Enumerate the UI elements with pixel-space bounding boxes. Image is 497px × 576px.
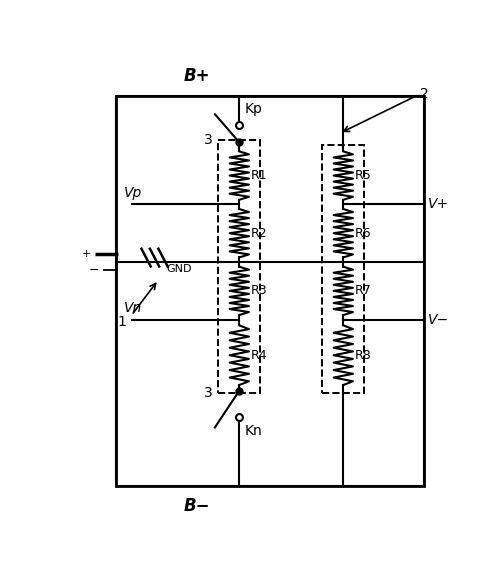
Text: R4: R4 [251,348,267,362]
Text: V−: V− [428,313,449,327]
Text: R6: R6 [355,227,371,240]
Text: R8: R8 [355,348,372,362]
Bar [218,140,260,393]
Text: Kn: Kn [245,424,263,438]
Text: Vp: Vp [124,186,142,200]
Text: −: − [88,264,99,276]
Text: Kp: Kp [245,102,263,116]
Text: 1: 1 [117,315,126,329]
Text: R7: R7 [355,285,372,297]
Text: 2: 2 [420,86,429,101]
Text: R2: R2 [251,227,267,240]
Text: Vn: Vn [124,301,142,315]
Text: GND: GND [166,264,192,274]
Bar [322,145,364,393]
Text: 3: 3 [204,386,212,400]
Text: +: + [82,249,91,259]
Text: B+: B+ [184,67,210,85]
Text: R1: R1 [251,169,267,182]
Bar [116,96,424,486]
Text: V+: V+ [428,198,449,211]
Text: R5: R5 [355,169,372,182]
Text: 3: 3 [204,133,212,147]
Text: B−: B− [184,497,210,515]
Text: R3: R3 [251,285,267,297]
